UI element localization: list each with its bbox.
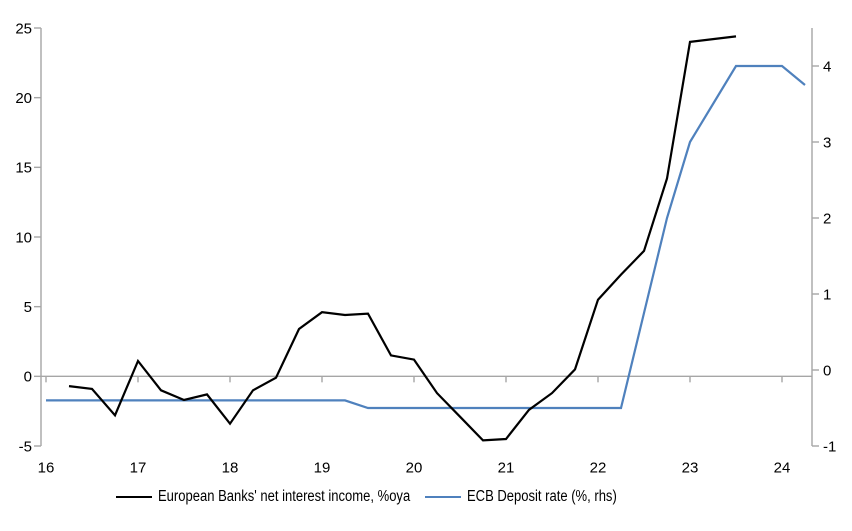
x-axis-tick-label: 23 (682, 459, 699, 476)
x-axis-tick-label: 22 (590, 459, 607, 476)
left-axis-tick-label: 25 (15, 20, 32, 37)
left-axis-tick-label: -5 (19, 438, 32, 455)
right-axis-tick-label: 0 (823, 362, 831, 379)
right-axis-tick-label: 4 (823, 58, 831, 75)
x-axis-tick-label: 24 (774, 459, 791, 476)
right-axis-tick-label: 2 (823, 210, 831, 227)
right-axis-tick-label: 1 (823, 286, 831, 303)
series-line-ecb-deposit-rate (46, 64, 806, 410)
left-axis-tick-label: 5 (24, 299, 32, 316)
legend-item-ecb-deposit-rate: ECB Deposit rate (%, rhs) (425, 488, 645, 506)
x-axis-tick-label: 16 (38, 459, 55, 476)
legend-label-ecb-deposit-rate: ECB Deposit rate (%, rhs) (467, 488, 617, 505)
legend-swatch-black-line (116, 496, 152, 498)
x-axis-tick-label: 20 (406, 459, 423, 476)
legend-swatch-blue-line (425, 496, 461, 498)
right-axis-tick-label: -1 (823, 438, 836, 455)
x-axis-tick-label: 19 (314, 459, 331, 476)
x-axis-tick-label: 17 (130, 459, 147, 476)
x-axis-tick-label: 18 (222, 459, 239, 476)
left-axis-tick-label: 0 (24, 369, 32, 386)
legend-item-net-interest-income: European Banks' net interest income, %oy… (116, 488, 458, 506)
left-axis-tick-label: 20 (15, 90, 32, 107)
left-axis-tick-label: 15 (15, 160, 32, 177)
right-axis-tick-label: 3 (823, 134, 831, 151)
left-axis-tick-label: 10 (15, 229, 32, 246)
legend-label-net-interest-income: European Banks' net interest income, %oy… (158, 488, 411, 505)
series-line-net-interest-income (68, 35, 737, 442)
x-axis-tick-label: 21 (498, 459, 515, 476)
